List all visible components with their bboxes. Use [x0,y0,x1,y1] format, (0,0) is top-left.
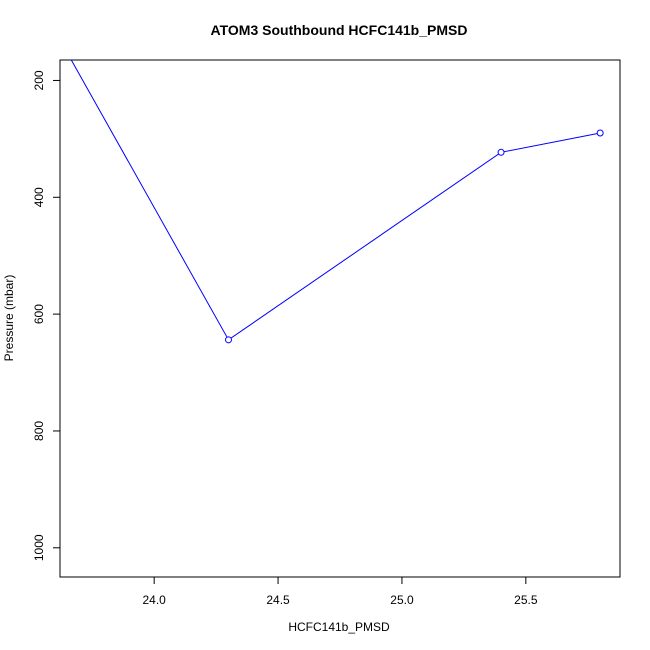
series-line [70,60,601,341]
y-axis: 200 400 600 800 1000 [32,70,61,561]
x-axis: 24.0 24.5 25.0 25.5 [142,576,538,607]
x-tick-label: 25.0 [390,593,414,607]
chart-title: ATOM3 Southbound HCFC141b_PMSD [211,22,468,38]
data-point [497,148,505,156]
y-axis-label: Pressure (mbar) [2,275,16,362]
series-layer [70,60,604,344]
y-tick-label: 600 [32,304,46,324]
data-point [596,129,604,137]
y-tick-label: 400 [32,187,46,207]
x-tick-label: 24.5 [266,593,290,607]
plot-box [59,59,621,578]
data-point [224,336,232,344]
y-tick-label: 800 [32,421,46,441]
y-tick-label: 1000 [32,534,46,561]
x-tick-label: 24.0 [142,593,166,607]
x-tick-label: 25.5 [514,593,538,607]
y-tick-label: 200 [32,70,46,90]
x-axis-label: HCFC141b_PMSD [288,620,390,634]
